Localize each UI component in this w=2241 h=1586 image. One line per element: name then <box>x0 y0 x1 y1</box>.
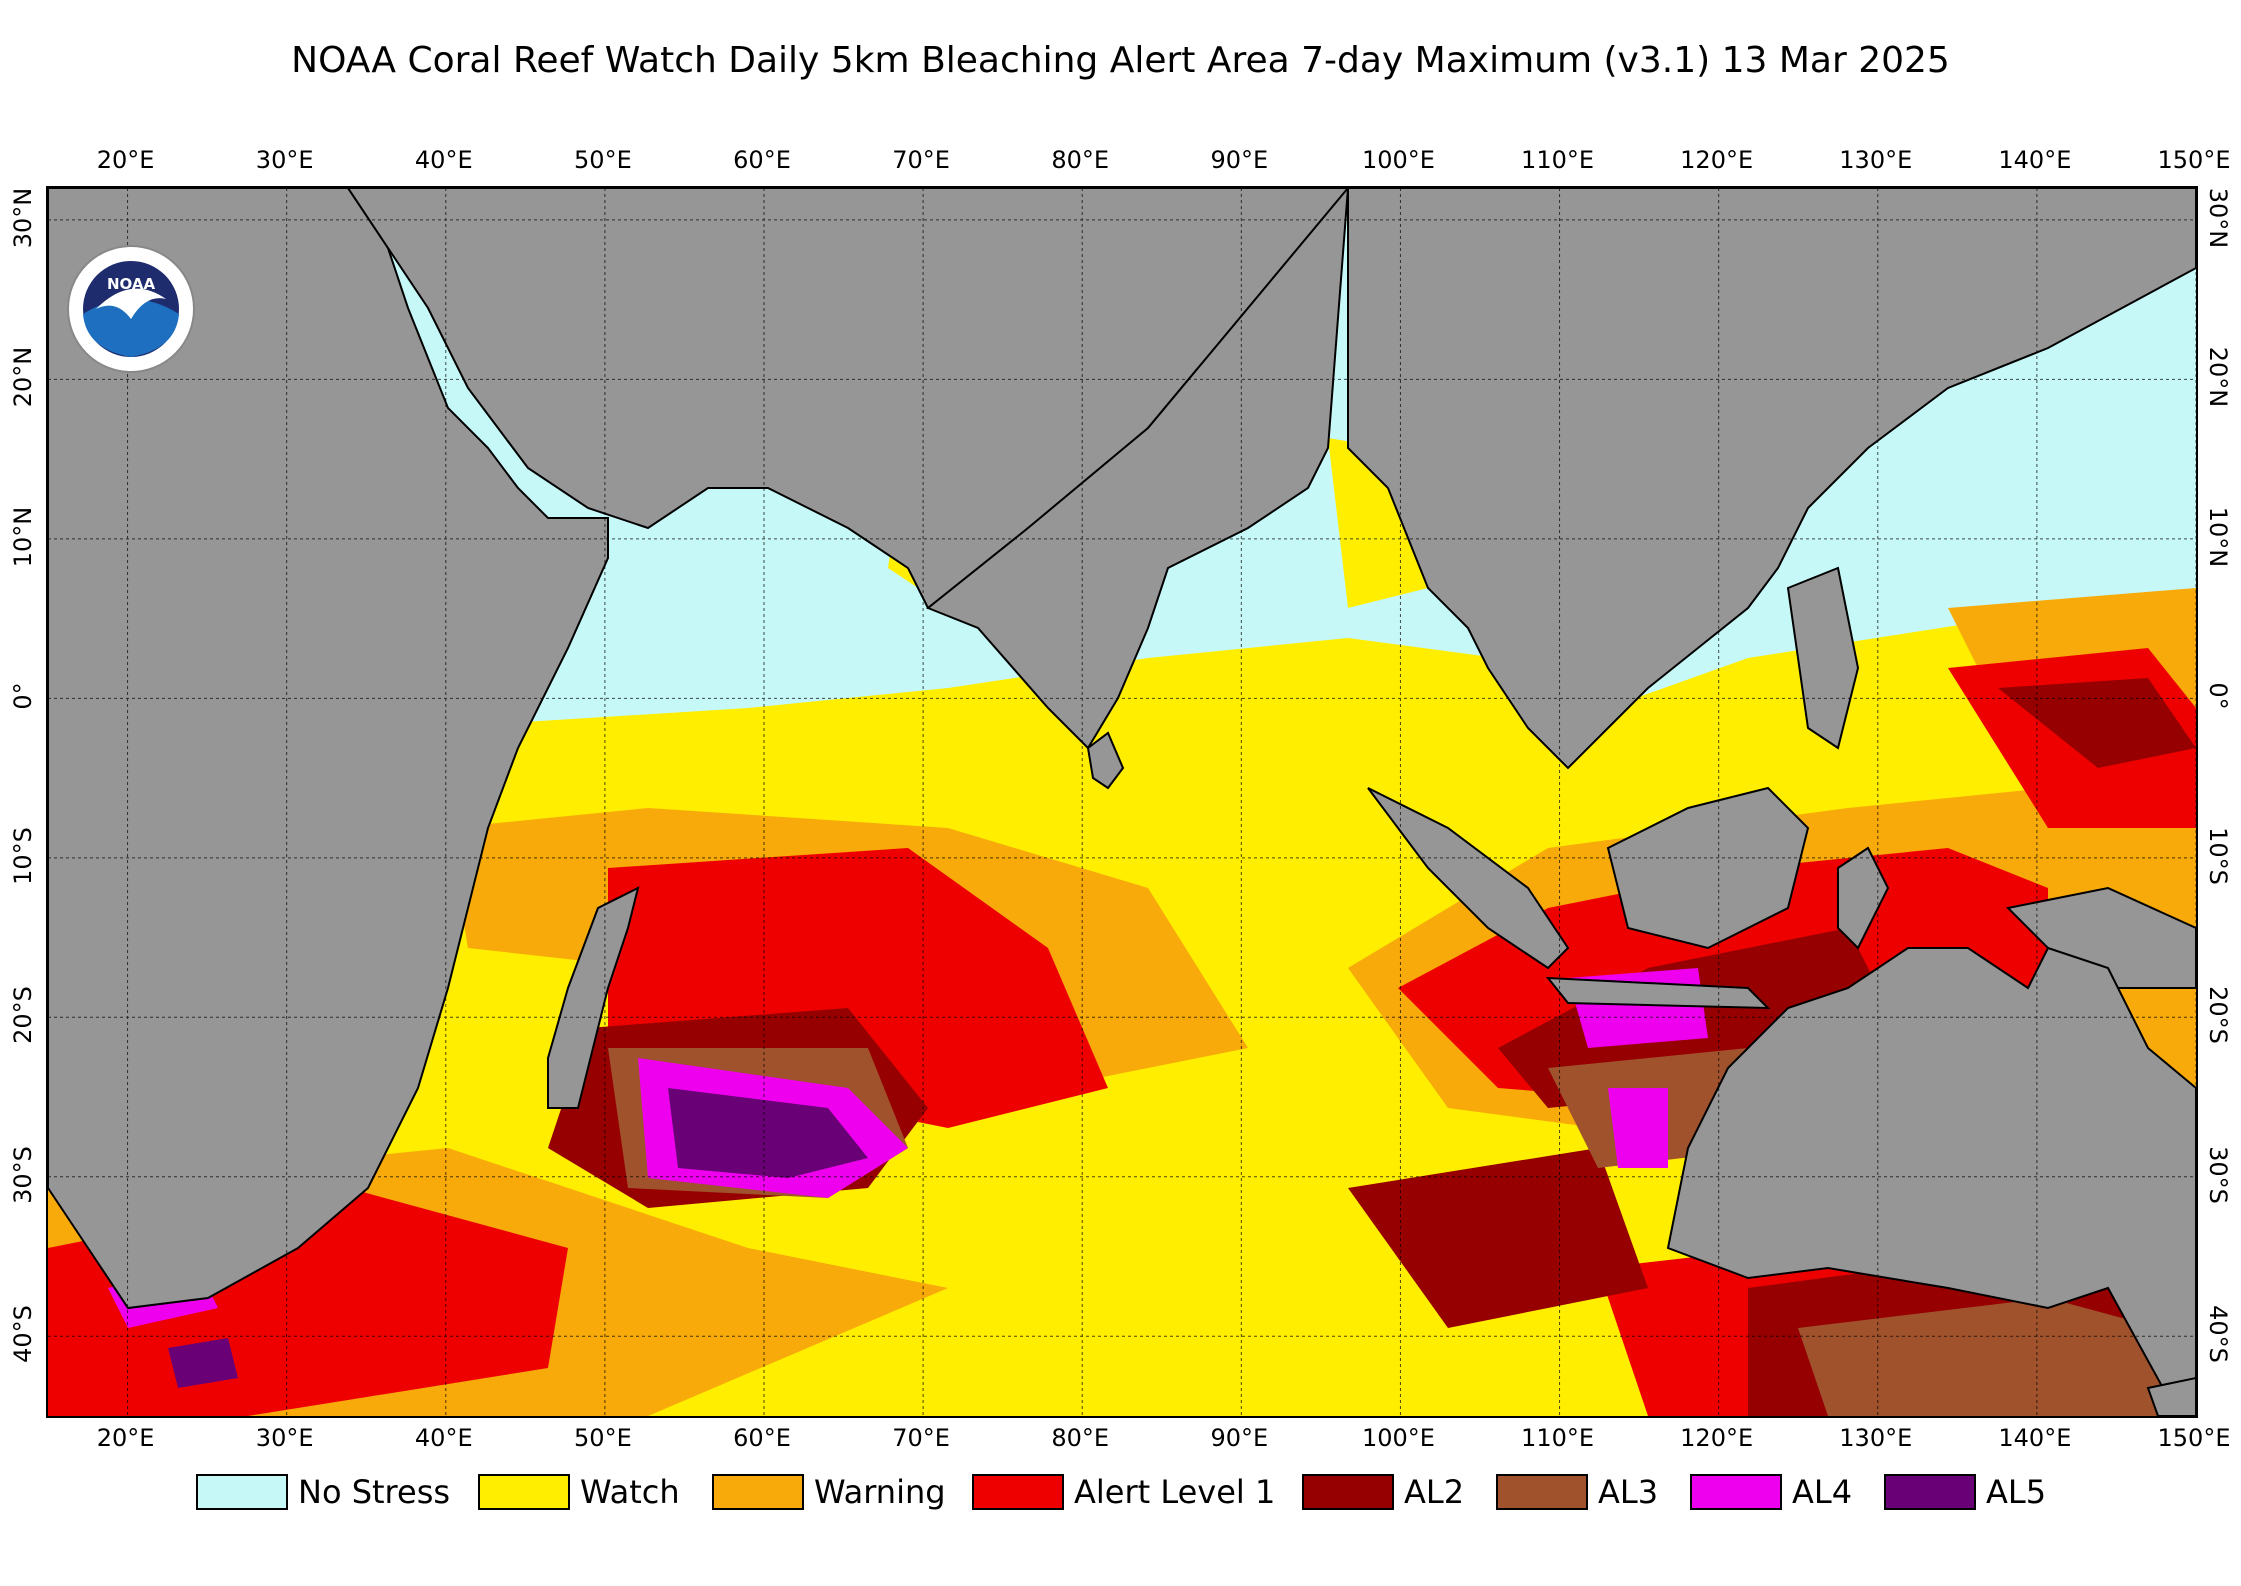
lon-tick-label: 150°E <box>2157 1424 2231 1452</box>
lat-tick-label: 0° <box>9 682 37 710</box>
lon-tick-label: 140°E <box>1998 1424 2072 1452</box>
lon-tick-label: 40°E <box>414 1424 473 1452</box>
lat-tick-label: 30°S <box>2204 1145 2232 1204</box>
lat-tick-label: 10°N <box>9 506 37 568</box>
lon-tick-label: 40°E <box>414 146 473 174</box>
legend: No Stress Watch Warning Alert Level 1 AL2 AL3… <box>0 1470 2241 1514</box>
lon-tick-label: 50°E <box>574 1424 632 1452</box>
lon-tick-label: 60°E <box>733 146 791 174</box>
lat-tick-label: 20°S <box>2204 986 2232 1045</box>
lon-tick-label: 100°E <box>1361 1424 1435 1452</box>
map-canvas <box>48 188 2196 1416</box>
lat-tick-label: 40°S <box>2204 1305 2232 1364</box>
legend-label: No Stress <box>298 1473 451 1511</box>
legend-item: AL4 <box>1690 1470 1852 1514</box>
legend-swatch <box>712 1474 804 1510</box>
lon-tick-label: 120°E <box>1680 1424 1754 1452</box>
lon-tick-label: 20°E <box>96 1424 155 1452</box>
legend-swatch <box>972 1474 1064 1510</box>
legend-item: Watch <box>478 1470 680 1514</box>
legend-item: Alert Level 1 <box>972 1470 1275 1514</box>
legend-item: AL3 <box>1496 1470 1658 1514</box>
lon-tick-label: 120°E <box>1680 146 1754 174</box>
lon-tick-label: 60°E <box>733 1424 791 1452</box>
lon-tick-label: 90°E <box>1210 1424 1269 1452</box>
land <box>48 188 2196 1416</box>
graticule <box>48 188 2196 1416</box>
lat-tick-label: 10°S <box>9 826 37 885</box>
lon-tick-label: 130°E <box>1839 146 1913 174</box>
lon-tick-label: 20°E <box>96 146 155 174</box>
noaa-logo: NOAA <box>67 245 195 373</box>
lat-tick-label: 20°N <box>2204 347 2232 408</box>
lon-tick-label: 50°E <box>574 146 632 174</box>
lat-tick-label: 20°S <box>9 986 37 1045</box>
lat-tick-label: 0° <box>2204 682 2232 710</box>
legend-label: AL5 <box>1986 1473 2047 1511</box>
lat-tick-label: 20°N <box>9 347 37 408</box>
legend-label: AL2 <box>1404 1473 1465 1511</box>
lon-tick-label: 80°E <box>1051 146 1110 174</box>
lat-tick-label: 30°S <box>9 1145 37 1204</box>
legend-swatch <box>196 1474 288 1510</box>
lon-tick-label: 30°E <box>255 1424 314 1452</box>
bleaching-alert-map <box>46 186 2198 1418</box>
lat-tick-label: 30°N <box>9 187 37 249</box>
lat-tick-label: 10°N <box>2204 506 2232 568</box>
lon-tick-label: 110°E <box>1521 146 1595 174</box>
lat-tick-label: 30°N <box>2204 187 2232 249</box>
lat-tick-label: 40°S <box>9 1305 37 1364</box>
legend-item: No Stress <box>196 1470 450 1514</box>
lon-tick-label: 80°E <box>1051 1424 1110 1452</box>
lon-tick-label: 130°E <box>1839 1424 1913 1452</box>
lon-tick-label: 110°E <box>1521 1424 1595 1452</box>
legend-swatch <box>1884 1474 1976 1510</box>
legend-item: AL5 <box>1884 1470 2046 1514</box>
legend-label: Warning <box>814 1473 946 1511</box>
lon-tick-label: 30°E <box>255 146 314 174</box>
legend-item: Warning <box>712 1470 946 1514</box>
legend-label: AL4 <box>1792 1473 1853 1511</box>
lon-tick-label: 150°E <box>2157 146 2231 174</box>
legend-label: Alert Level 1 <box>1074 1473 1276 1511</box>
legend-swatch <box>1690 1474 1782 1510</box>
lat-tick-label: 10°S <box>2204 826 2232 885</box>
legend-swatch <box>1496 1474 1588 1510</box>
lon-tick-label: 70°E <box>892 146 950 174</box>
al5-zones <box>168 1088 868 1388</box>
legend-label: Watch <box>580 1473 680 1511</box>
lon-tick-label: 140°E <box>1998 146 2072 174</box>
legend-swatch <box>1302 1474 1394 1510</box>
legend-label: AL3 <box>1598 1473 1659 1511</box>
map-title: NOAA Coral Reef Watch Daily 5km Bleachin… <box>291 40 1950 81</box>
legend-item: AL2 <box>1302 1470 1464 1514</box>
logo-text: NOAA <box>107 275 156 293</box>
legend-swatch <box>478 1474 570 1510</box>
lon-tick-label: 100°E <box>1361 146 1435 174</box>
lon-tick-label: 70°E <box>892 1424 950 1452</box>
lon-tick-label: 90°E <box>1210 146 1269 174</box>
